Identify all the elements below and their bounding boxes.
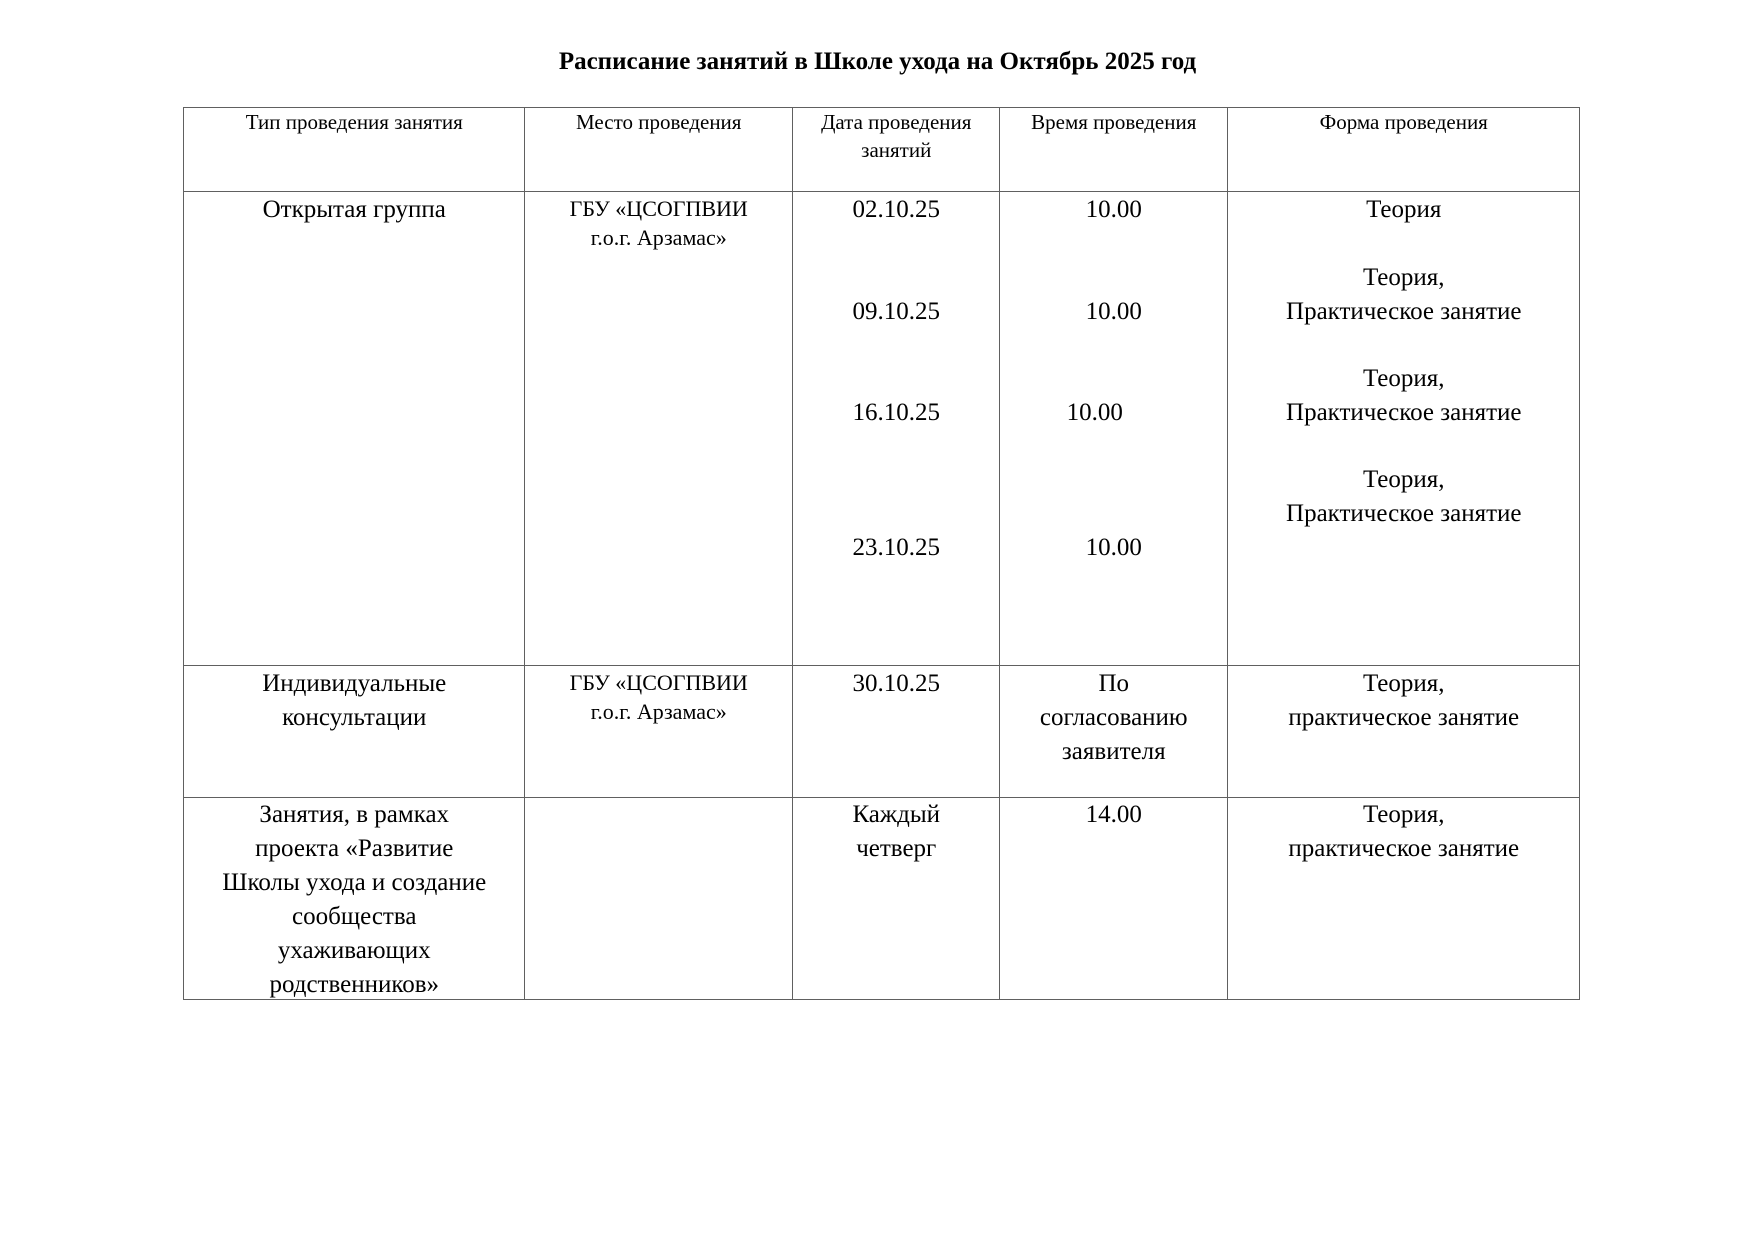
table-row-1-dates: 02.10.25 09.10.25 16.10.25 23.10.25 bbox=[792, 191, 1001, 667]
table-row-1-type: Открытая группа bbox=[183, 191, 526, 667]
table-row-3-time: 14.00 bbox=[999, 797, 1229, 1001]
header-type: Тип проведения занятия bbox=[183, 107, 526, 193]
table-row-2-place: ГБУ «ЦСОГПВИИ г.о.г. Арзамас» bbox=[524, 665, 794, 799]
table-row-2-type: Индивидуальные консультации bbox=[183, 665, 526, 799]
header-date: Дата проведения занятий bbox=[792, 107, 1001, 193]
table-row-2-time: По согласованию заявителя bbox=[999, 665, 1229, 799]
page-title: Расписание занятий в Школе ухода на Октя… bbox=[558, 48, 1197, 75]
table-row-1-place: ГБУ «ЦСОГПВИИ г.о.г. Арзамас» bbox=[524, 191, 794, 667]
table-row-3-date: Каждый четверг bbox=[792, 797, 1001, 1001]
header-time: Время проведения bbox=[999, 107, 1229, 193]
table-row-3-form: Теория, практическое занятие bbox=[1227, 797, 1581, 1001]
table-row-1-forms: Теория Теория, Практическое занятие Теор… bbox=[1227, 191, 1581, 667]
table-row-2-date: 30.10.25 bbox=[792, 665, 1001, 799]
table-row-2-form: Теория, практическое занятие bbox=[1227, 665, 1581, 799]
header-form: Форма проведения bbox=[1227, 107, 1581, 193]
header-place: Место проведения bbox=[524, 107, 794, 193]
table-row-3-type: Занятия, в рамках проекта «Развитие Школ… bbox=[183, 797, 526, 1001]
table-row-1-times: 10.00 10.00 10.00 10.00 bbox=[999, 191, 1229, 667]
table-row-3-place bbox=[524, 797, 794, 1001]
